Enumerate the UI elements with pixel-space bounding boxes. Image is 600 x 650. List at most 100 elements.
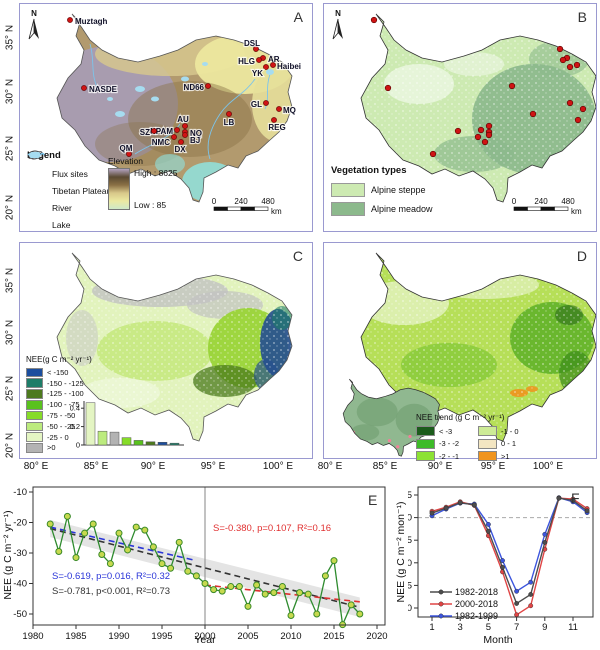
monthly-series-point [457, 500, 463, 506]
significant-pixel [408, 434, 412, 439]
legend-row: -125 - -100 [26, 389, 92, 400]
svg-text:-50: -50 [13, 609, 27, 620]
panel-d-label: D [576, 248, 587, 264]
lake [181, 76, 189, 82]
svg-text:N: N [335, 9, 341, 18]
fraction-bar [121, 437, 132, 446]
legend-label: River [52, 202, 72, 213]
annual-nee-point [81, 529, 89, 537]
legend-row: >0 [26, 443, 92, 454]
annual-nee-point [261, 590, 269, 598]
legend-label: -50 - -25 [47, 421, 76, 431]
flux-site-dot [182, 123, 188, 129]
annual-nee-point [46, 520, 54, 528]
annual-nee-point [132, 523, 140, 531]
annual-nee-point [244, 602, 252, 610]
lake [115, 111, 125, 117]
fraction-bar [133, 440, 144, 446]
map-a: Muztagh NASDE ND66 DSL AR HLG YK Haibei GL MQ REG L… [28, 9, 302, 216]
legend-label: Alpine meadow [371, 203, 433, 214]
flux-site-dot [508, 82, 516, 90]
legend-label: 0 - 1 [501, 439, 517, 449]
legend-label: 1982-2018 [455, 587, 498, 597]
flux-site-label: Muztagh [75, 17, 108, 26]
flux-site-dot [205, 83, 211, 89]
svg-text:0.2: 0.2 [70, 422, 80, 431]
fraction-bar [169, 442, 180, 446]
monthly-series-point [514, 601, 520, 606]
x-axis-ticks: 1980 1985 1990 1995 2000 2005 2010 2015 2020 [22, 625, 388, 642]
svg-text:2015: 2015 [323, 631, 344, 642]
svg-text:9: 9 [542, 622, 547, 633]
plateau-outline [360, 13, 596, 203]
map-c [56, 252, 293, 442]
longitude-tick: 100° E [262, 461, 294, 472]
legend-swatch [26, 378, 43, 388]
monthly-series-point [556, 495, 562, 501]
svg-text:2005: 2005 [237, 631, 258, 642]
flux-site-dot [270, 62, 276, 68]
flux-site-label: HLG [238, 57, 255, 66]
annual-nee-point [235, 583, 243, 591]
annual-nee-point [253, 581, 261, 589]
svg-text:1990: 1990 [108, 631, 129, 642]
annual-nee-point [313, 610, 321, 618]
river-line [207, 113, 221, 160]
flux-site-dot [566, 99, 574, 107]
monthly-series-point [528, 579, 534, 585]
legend-label: -3 - -2 [439, 439, 460, 449]
longitude-tick: 80° E [23, 461, 49, 472]
svg-text:2020: 2020 [366, 631, 387, 642]
svg-text:-5: -5 [408, 535, 412, 546]
monthly-series-point [514, 612, 520, 618]
lake [151, 96, 159, 102]
legend-row: < -3 [416, 425, 478, 438]
annual-nee-chart: 1980 1985 1990 1995 2000 2005 2010 2015 2020-10-… [13, 486, 388, 642]
svg-text:1980: 1980 [22, 631, 43, 642]
flux-site-dot [370, 16, 378, 24]
lake [227, 122, 233, 126]
flux-site-dot [226, 111, 232, 117]
legend-swatch [478, 438, 497, 449]
legend-swatch [26, 410, 43, 421]
river-line [89, 43, 99, 90]
legend-row: Alpine steppe [331, 180, 433, 199]
legend-label: -75 - -50 [47, 411, 76, 421]
f-x-axis-title: Month [483, 634, 513, 646]
monthly-series-point [486, 521, 491, 527]
svg-text:240: 240 [534, 197, 548, 206]
x-axis-ticks: 1 3 5 7 9 11 [429, 617, 578, 633]
flux-sites [370, 16, 587, 158]
significant-pixel [396, 445, 400, 449]
latitude-tick: 35° N [4, 24, 16, 51]
flux-site-dot [559, 56, 567, 64]
elevation-low: Low : 85 [134, 200, 167, 210]
flux-site-dot [574, 116, 582, 124]
svg-text:5: 5 [408, 490, 412, 501]
latitude-tick: 30° N [4, 78, 16, 105]
annual-nee-point [304, 590, 312, 598]
svg-text:11: 11 [568, 622, 578, 633]
legend-label: < -3 [439, 426, 453, 436]
annual-nee-point [89, 520, 97, 528]
legend-row: < -150 [26, 367, 92, 378]
monthly-series-point [584, 508, 590, 514]
annual-nee-point [106, 560, 114, 568]
annual-nee-point [330, 557, 338, 565]
legend-label: -1 - 0 [501, 426, 519, 436]
annual-nee-point [287, 612, 295, 620]
annual-nee-point [347, 601, 355, 609]
legend-row: -50 - -25 [26, 421, 92, 432]
flux-site-label: Haibei [277, 62, 301, 71]
legend-row: >1 [478, 450, 544, 463]
flux-site-label: DSL [244, 39, 260, 48]
flux-site-dot [182, 132, 188, 138]
map-region [128, 81, 252, 157]
flux-site-dot [485, 122, 493, 130]
elevation-title: Elevation [108, 156, 143, 166]
series-legend: 1982-2018 2000-2018 1982-1999 [430, 587, 498, 621]
svg-text:-10: -10 [408, 558, 412, 569]
monthly-series-line [431, 496, 588, 593]
legend-label: Alpine steppe [371, 184, 426, 195]
